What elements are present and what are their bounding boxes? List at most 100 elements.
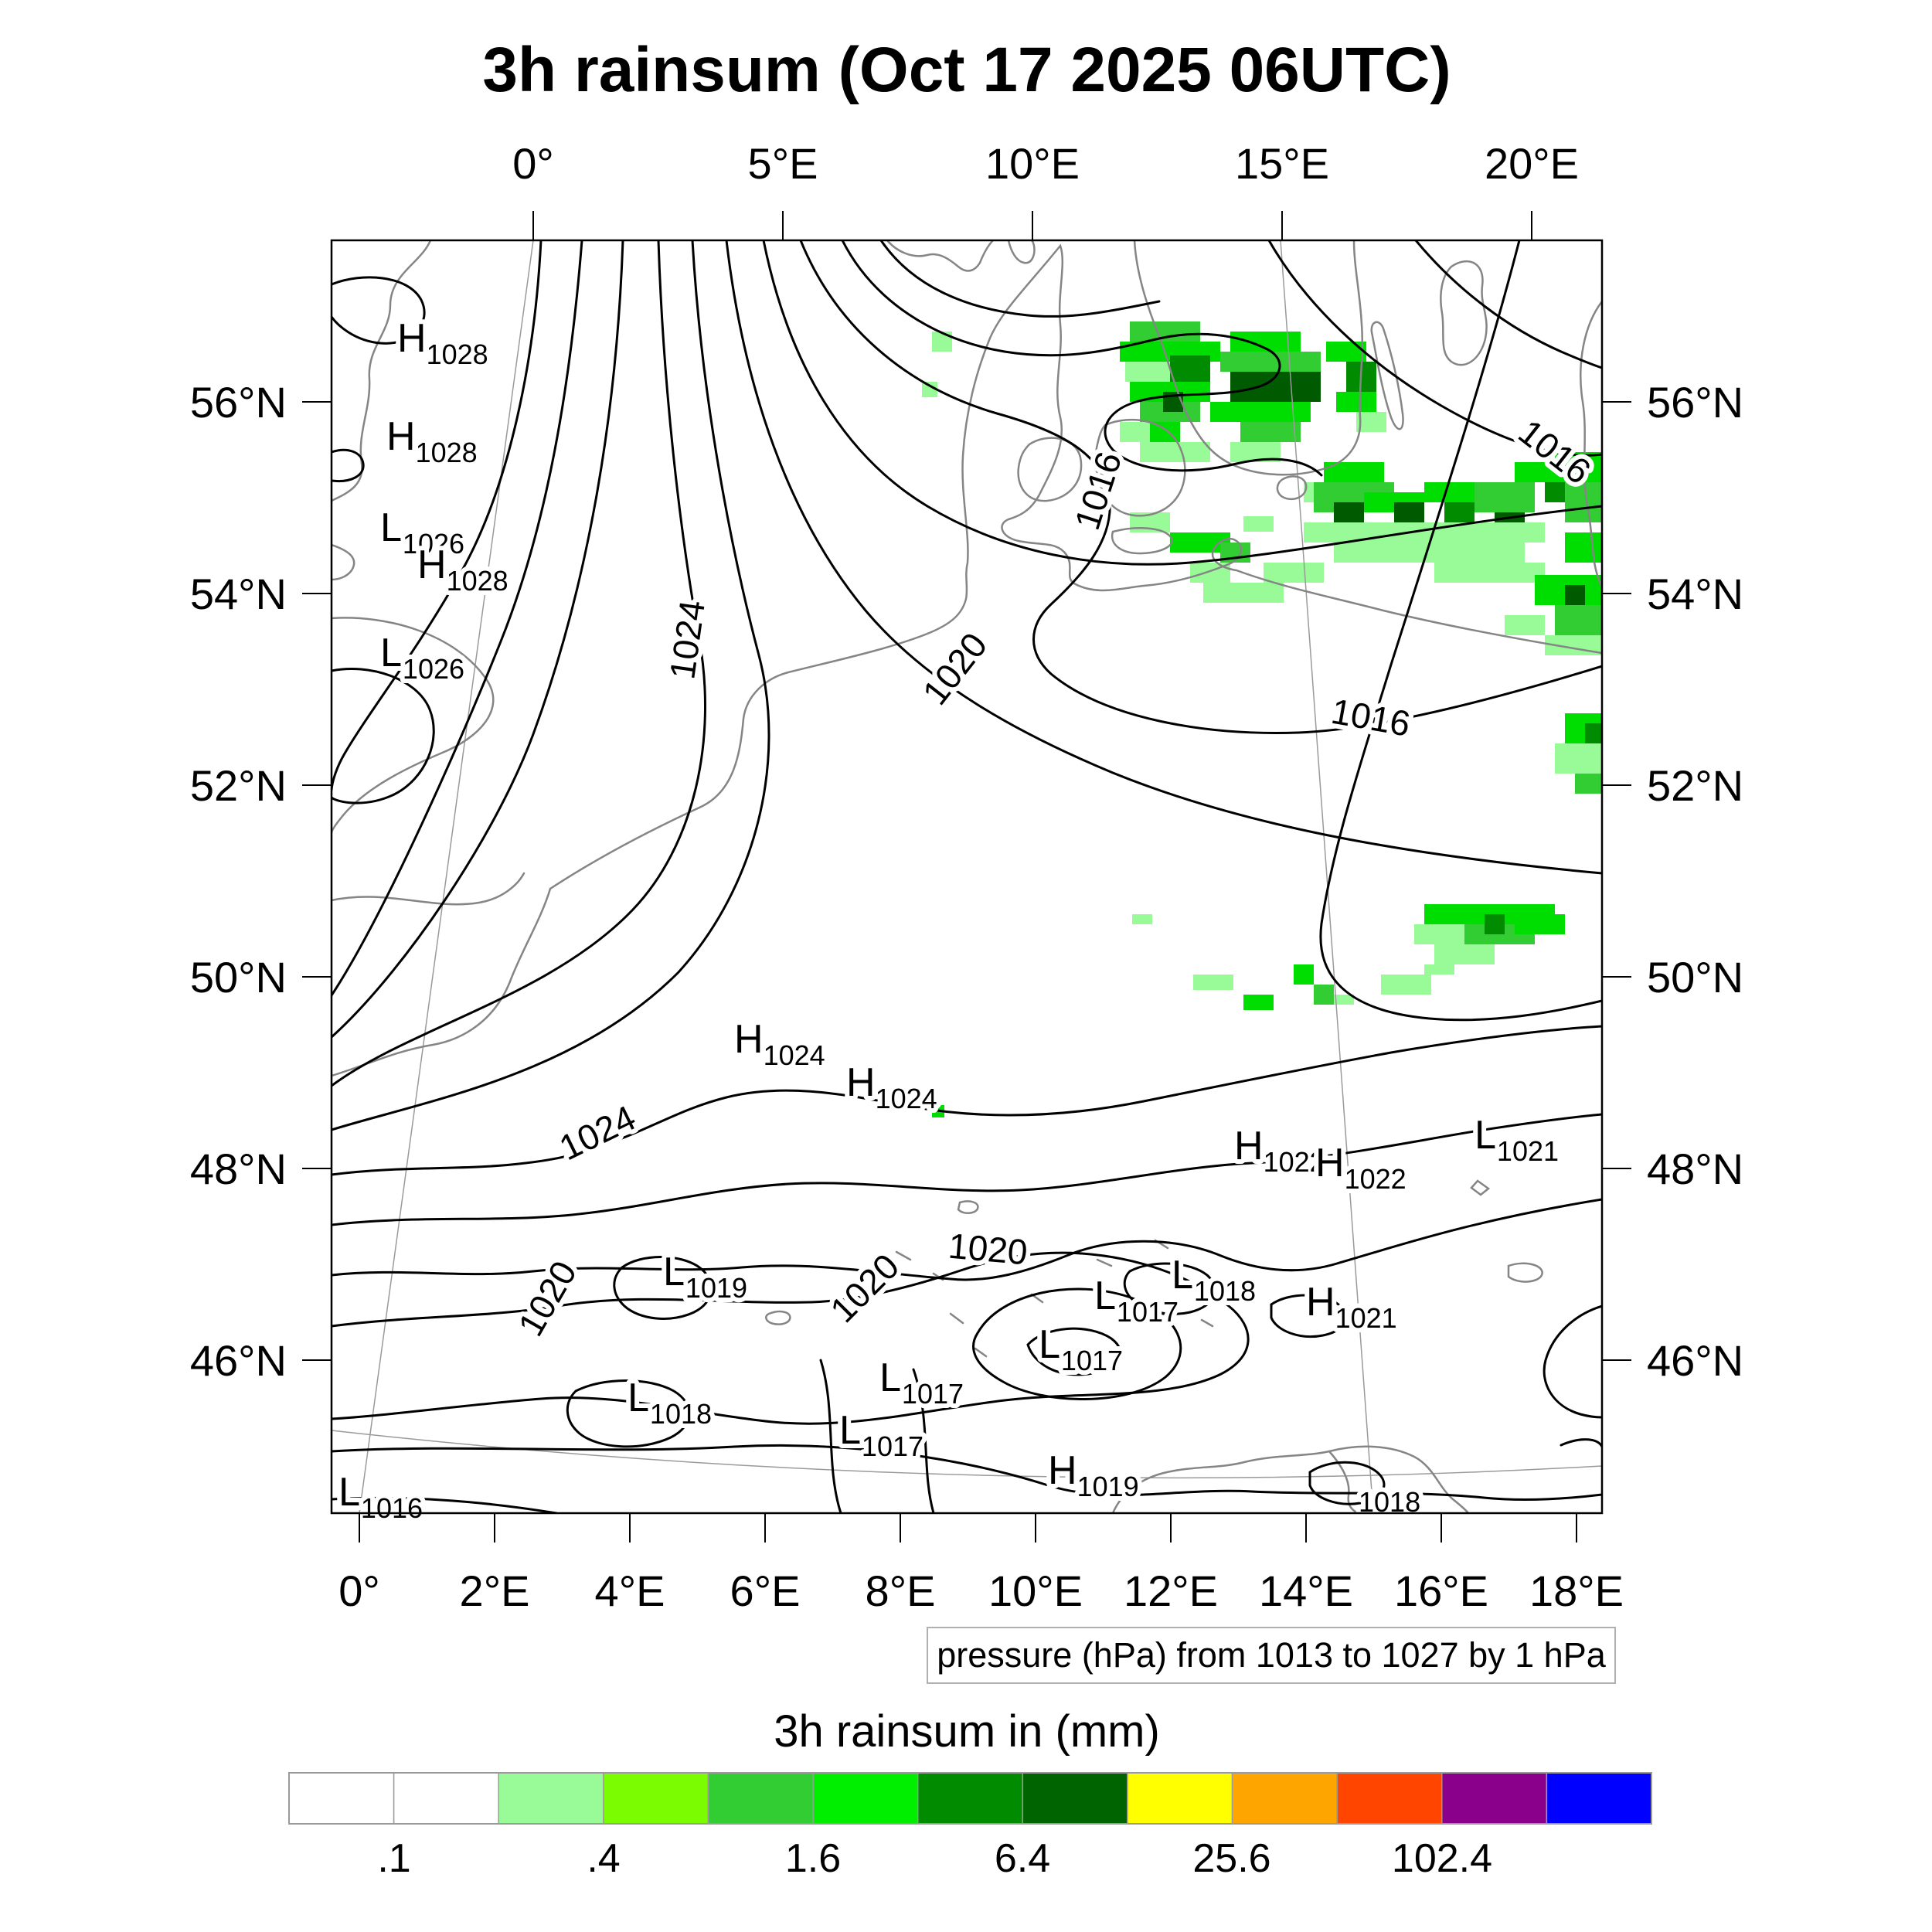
pressure-center-label: L1026	[380, 631, 464, 685]
isobar-value-label: 1020	[947, 1226, 1029, 1273]
coastline	[1111, 527, 1173, 555]
rain-cell	[1336, 392, 1376, 412]
rain-cell	[1334, 995, 1354, 1005]
left-tick-label: 46°N	[190, 1336, 287, 1385]
isobar	[879, 240, 1161, 318]
isobar-value-label: 1020	[510, 1254, 584, 1343]
isobar	[332, 1444, 1602, 1502]
rain-cell	[1565, 585, 1585, 605]
rain-cell	[1444, 502, 1475, 522]
isobar-value-label: 1016	[1328, 691, 1413, 744]
pressure-center-label: H1028	[397, 316, 488, 370]
isobar-value-label: 1020	[822, 1246, 906, 1330]
pressure-center-label: L1017	[839, 1408, 923, 1462]
colorbar-tick-label: 6.4	[995, 1836, 1050, 1881]
isobar	[332, 240, 543, 791]
rain-cell	[1424, 964, 1454, 975]
coastline	[1094, 418, 1186, 517]
right-tick-label: 48°N	[1647, 1145, 1743, 1193]
isobar	[332, 448, 365, 483]
isobar	[332, 1496, 558, 1513]
pressure-center-label: H1022	[1234, 1124, 1325, 1178]
isobar	[332, 240, 583, 997]
rain-shading-layer	[922, 321, 1602, 1117]
rain-cell	[1326, 342, 1366, 362]
caption-box	[927, 1627, 1616, 1684]
rain-cell	[922, 382, 937, 397]
rain-cell	[1170, 355, 1210, 386]
bottom-tick-label: 18°E	[1529, 1566, 1624, 1615]
pressure-center-label: L1026	[380, 505, 464, 560]
coastline	[332, 872, 526, 906]
rain-cell	[1210, 402, 1311, 422]
coastline	[957, 1200, 979, 1214]
pressure-center-label: L1017	[879, 1355, 964, 1410]
page-title: 3h rainsum (Oct 17 2025 06UTC)	[482, 35, 1451, 105]
colorbar-border	[288, 1772, 1652, 1825]
rain-cell	[1294, 964, 1314, 985]
colorbar-tick-label: .1	[377, 1836, 410, 1881]
isobar	[1267, 240, 1602, 457]
isobar	[332, 240, 706, 1087]
rain-cell	[1203, 583, 1284, 603]
left-tick-label: 50°N	[190, 953, 287, 1002]
rain-cell	[1475, 482, 1535, 512]
isobar	[332, 1251, 1250, 1425]
bottom-tick-label: 4°E	[595, 1566, 665, 1615]
right-tick-label: 50°N	[1647, 953, 1743, 1002]
bottom-tick-label: 12°E	[1124, 1566, 1218, 1615]
pressure-center-label: L1018	[1172, 1253, 1256, 1307]
isobar	[1308, 1461, 1386, 1505]
coastline	[1133, 240, 1364, 476]
colorbar: .1 .4 1.6 6.4 25.6 102.4	[288, 1772, 1652, 1881]
colorbar-segment	[393, 1772, 499, 1825]
colorbar-segment	[1231, 1772, 1338, 1825]
top-tick-label: 5°E	[748, 139, 818, 188]
top-tick-label: 0°	[512, 139, 554, 188]
colorbar-segment	[707, 1772, 814, 1825]
isobar	[912, 1368, 935, 1513]
caption-box-border	[927, 1627, 1616, 1684]
pressure-center-label: H1028	[417, 543, 509, 597]
rain-cell	[1515, 914, 1565, 934]
rain-cell	[1243, 516, 1274, 532]
isobar-value-label: 1016	[1066, 447, 1129, 534]
coastline	[332, 543, 355, 581]
coastline	[1507, 1262, 1543, 1283]
isobar	[725, 240, 1602, 875]
rain-cell	[1585, 723, 1602, 743]
colorbar-segment	[1441, 1772, 1548, 1825]
coastline	[1370, 321, 1404, 430]
colorbar-segment	[1022, 1772, 1128, 1825]
bottom-tick-label: 6°E	[730, 1566, 801, 1615]
coastline	[1440, 260, 1488, 366]
rain-cell	[1565, 532, 1602, 563]
rain-cell	[1193, 975, 1233, 990]
colorbar-segment	[917, 1772, 1024, 1825]
pressure-center-label: L1019	[663, 1250, 747, 1304]
coastline	[1017, 437, 1083, 502]
rain-cell	[1264, 563, 1324, 583]
isobar	[332, 240, 770, 1131]
isobar	[1026, 1327, 1122, 1376]
coastline	[1470, 1179, 1491, 1196]
isobar	[762, 240, 1602, 566]
isobar	[1270, 1294, 1347, 1338]
colorbar-tick-label: 1.6	[785, 1836, 841, 1881]
isobar	[332, 240, 624, 1039]
pressure-center-label: H1024	[846, 1060, 937, 1114]
isobar-value-label: 1024	[662, 597, 713, 682]
pressure-center-label: H1021	[1306, 1280, 1397, 1334]
rain-cell	[1304, 522, 1545, 543]
rain-cell	[1140, 442, 1210, 462]
rain-cell	[1240, 422, 1301, 442]
isobar	[1560, 1438, 1602, 1448]
right-tick-label: 54°N	[1647, 570, 1743, 618]
coastline	[886, 240, 995, 272]
rain-cell	[1434, 563, 1545, 583]
coastline	[765, 1310, 791, 1325]
rain-cell	[1220, 352, 1321, 372]
rain-cell	[1575, 774, 1602, 794]
